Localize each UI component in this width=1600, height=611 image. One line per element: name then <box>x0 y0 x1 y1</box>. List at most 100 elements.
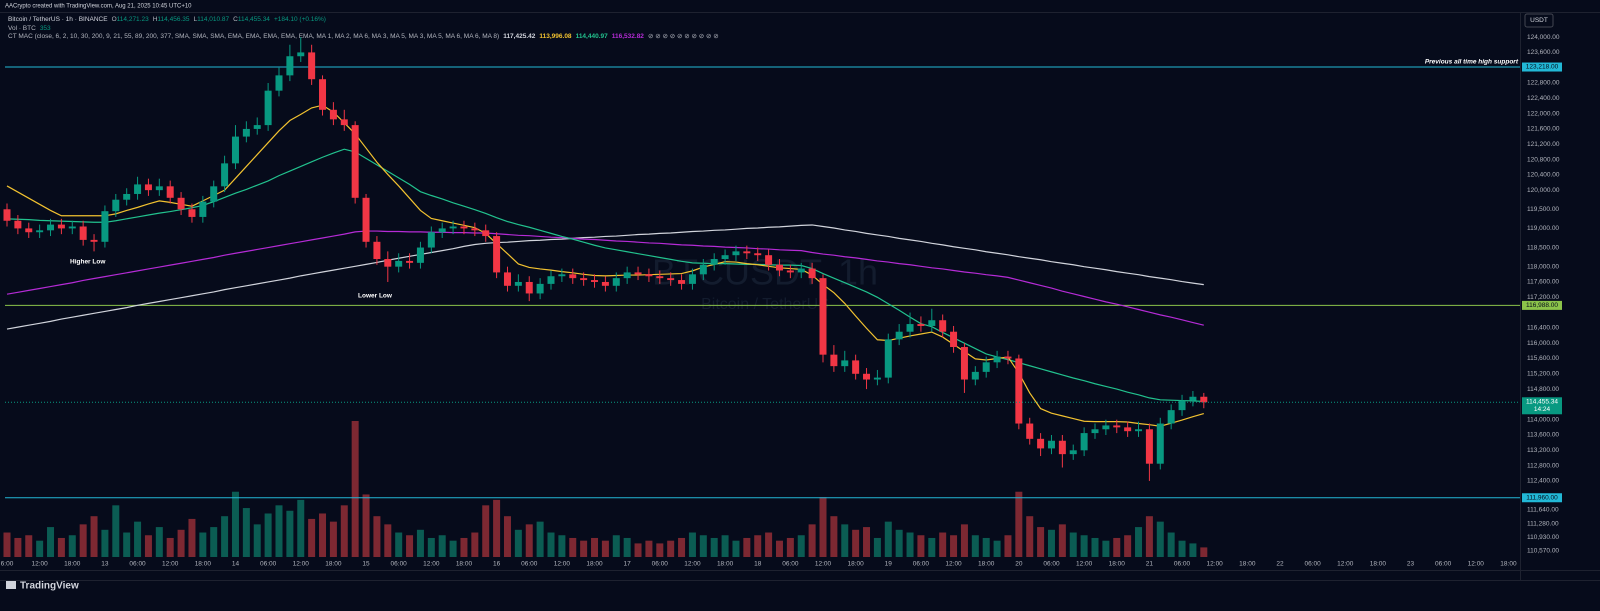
price-label: 114,455.34 <box>1526 399 1558 406</box>
volume-bar <box>1047 529 1055 557</box>
volume-bar <box>1124 535 1132 557</box>
candle-body <box>329 109 337 120</box>
candle-body <box>960 347 968 380</box>
volume-bar <box>210 527 218 557</box>
x-tick-label: 12:00 <box>293 561 310 568</box>
volume-bar <box>525 524 533 557</box>
candle-body <box>242 128 250 137</box>
candle-body <box>852 360 860 374</box>
candle-body <box>177 197 185 210</box>
candle-body <box>797 268 805 273</box>
volume-bar <box>373 516 381 557</box>
y-tick-label: 116,400.00 <box>1527 325 1559 332</box>
volume-bar <box>623 537 631 557</box>
volume-bar <box>1080 535 1088 557</box>
level-label-box <box>1522 493 1562 503</box>
logo-mark[interactable] <box>6 581 16 589</box>
volume-bar <box>688 532 696 557</box>
candle-body <box>1047 440 1055 449</box>
price-axis <box>1520 13 1600 580</box>
candle-body <box>1080 433 1088 451</box>
volume-bar <box>808 524 816 557</box>
volume-bar <box>1069 532 1077 557</box>
moving-average <box>6 230 1204 326</box>
candle-body <box>873 377 881 380</box>
x-tick-label: 15 <box>362 561 370 568</box>
candle-body <box>667 278 675 281</box>
logo-text[interactable]: TradingView <box>20 581 79 592</box>
candle-body <box>123 193 131 200</box>
volume-bar <box>275 505 283 557</box>
volume-bar <box>645 540 653 557</box>
x-tick-label: 18:00 <box>325 561 342 568</box>
candle-body <box>623 272 631 279</box>
x-tick-label: 06:00 <box>913 561 930 568</box>
y-tick-label: 123,600.00 <box>1527 49 1560 56</box>
candle-body <box>14 220 22 229</box>
x-tick-label: 19 <box>885 561 893 568</box>
y-tick-label: 114,000.00 <box>1527 416 1559 423</box>
candle-body <box>710 259 718 265</box>
candle-body <box>754 253 762 256</box>
volume-bar <box>580 540 588 557</box>
currency-button[interactable] <box>1524 13 1554 28</box>
candle-body <box>297 52 305 57</box>
legend-volume-name: Vol · BTC <box>8 25 36 32</box>
y-tick-label: 120,400.00 <box>1527 172 1560 179</box>
x-tick-label: 06:00 <box>1043 561 1060 568</box>
level-label-box <box>1522 62 1562 72</box>
volume-bar <box>547 532 555 557</box>
x-tick-label: 06:00 <box>782 561 799 568</box>
x-tick-label: 18:00 <box>1500 561 1517 568</box>
candle-body <box>362 197 370 242</box>
volume-bar <box>384 524 392 557</box>
y-tick-label: 119,500.00 <box>1527 206 1559 213</box>
volume-bar <box>123 532 131 557</box>
volume-bar <box>134 521 142 557</box>
volume-bar <box>950 535 958 557</box>
x-tick-label: 13 <box>101 561 109 568</box>
x-tick-label: 12:00 <box>1076 561 1093 568</box>
candle-body <box>155 186 163 191</box>
volume-bar <box>351 421 359 557</box>
candle-body <box>79 226 87 240</box>
candle-body <box>808 268 816 279</box>
volume-bar <box>536 521 544 557</box>
x-tick-label: 06:00 <box>129 561 146 568</box>
y-tick-label: 122,000.00 <box>1527 110 1560 117</box>
x-tick-label: 12:00 <box>815 561 832 568</box>
candle-body <box>743 251 751 254</box>
x-tick-label: 18:00 <box>1370 561 1387 568</box>
tradingview-logo[interactable]: TradingView <box>6 581 79 592</box>
volume-bar <box>1178 540 1186 557</box>
legend-symbol: Bitcoin / TetherUS · 1h · BINANCE <box>8 16 108 23</box>
candle-body <box>112 199 120 212</box>
volume-bar <box>514 529 522 557</box>
volume-bar <box>14 537 22 557</box>
x-tick-label: 18:00 <box>978 561 995 568</box>
candle-body <box>525 281 533 294</box>
candle-body <box>982 362 990 372</box>
y-tick-label: 113,600.00 <box>1527 432 1559 439</box>
volume-bar <box>286 510 294 557</box>
currency-button-label[interactable]: USDT <box>1530 17 1548 24</box>
volume-bar <box>199 532 207 557</box>
volume-bar <box>1102 540 1110 557</box>
volume-bar <box>503 516 511 557</box>
volume-bar <box>884 521 892 557</box>
volume-bar <box>917 535 925 557</box>
x-tick-label: 06:00 <box>1174 561 1191 568</box>
legend-indicator-value: 117,425.42 <box>503 33 536 40</box>
candle-body <box>569 274 577 279</box>
volume-bar <box>928 537 936 557</box>
volume-bar <box>406 535 414 557</box>
volume-bar <box>493 499 501 557</box>
volume-bar <box>1113 537 1121 557</box>
y-tick-label: 116,000.00 <box>1527 340 1559 347</box>
volume-bar <box>231 491 239 557</box>
volume-bar <box>340 505 348 557</box>
candle-body <box>1189 396 1197 401</box>
candle-body <box>471 228 479 231</box>
candle-body <box>101 211 109 242</box>
